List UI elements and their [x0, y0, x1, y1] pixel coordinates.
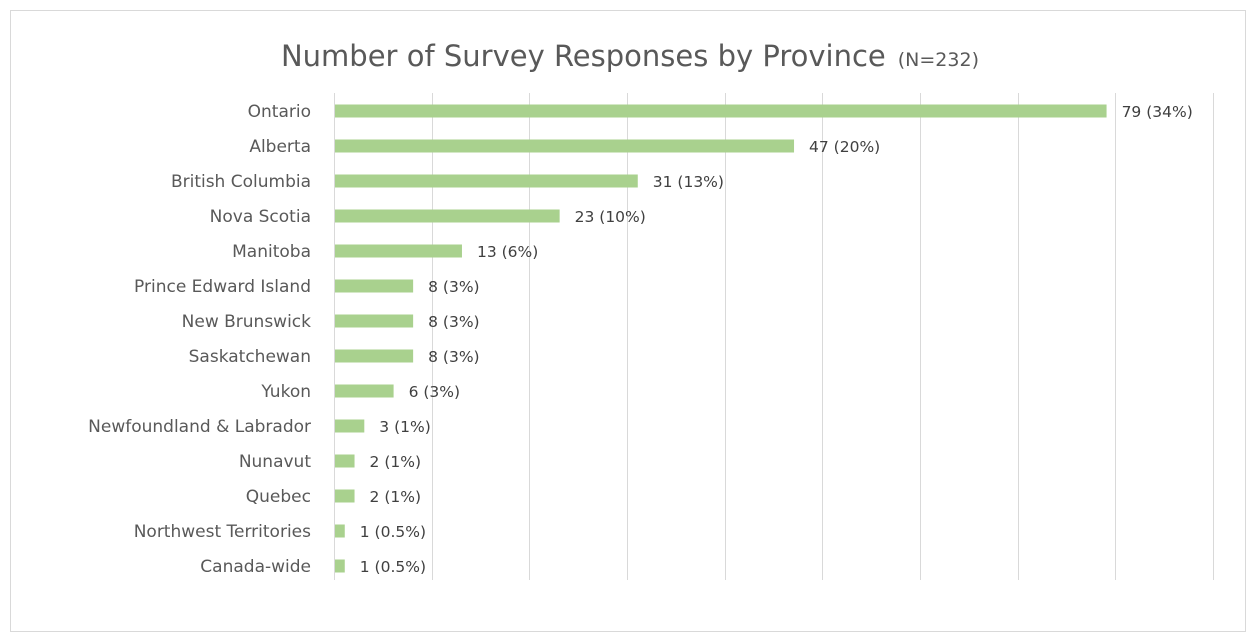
data-label: 6 (3%)	[409, 383, 460, 401]
category-labels: Ontario Alberta British Columbia Nova Scoti…	[88, 102, 311, 577]
data-label: 79 (34%)	[1122, 103, 1193, 121]
data-label: 3 (1%)	[379, 418, 430, 436]
bar	[335, 559, 345, 573]
data-label: 2 (1%)	[370, 488, 421, 506]
category-label: Prince Edward Island	[134, 277, 311, 297]
category-label: Canada-wide	[200, 557, 311, 577]
category-label: New Brunswick	[182, 312, 312, 332]
bar	[335, 279, 414, 293]
category-label: British Columbia	[171, 172, 311, 192]
chart-title: Number of Survey Responses by Province (N…	[281, 39, 979, 73]
bar	[335, 174, 638, 188]
bar	[335, 454, 355, 468]
data-label: 1 (0.5%)	[360, 558, 426, 576]
bar	[335, 139, 795, 153]
data-label: 31 (13%)	[653, 173, 724, 191]
gridlines	[334, 93, 1214, 580]
data-label: 8 (3%)	[428, 313, 479, 331]
bar	[335, 524, 345, 538]
category-label: Saskatchewan	[189, 347, 311, 367]
data-label: 8 (3%)	[428, 278, 479, 296]
data-label: 47 (20%)	[809, 138, 880, 156]
category-label: Nova Scotia	[210, 207, 311, 227]
data-label: 1 (0.5%)	[360, 523, 426, 541]
data-label: 13 (6%)	[477, 243, 538, 261]
bar	[335, 244, 462, 258]
bar	[335, 209, 560, 223]
bar	[335, 489, 355, 503]
bar	[335, 384, 394, 398]
chart-title-text: Number of Survey Responses by Province	[281, 39, 886, 73]
bar	[335, 419, 365, 433]
category-label: Newfoundland & Labrador	[88, 417, 311, 437]
bars	[335, 104, 1107, 573]
bar	[335, 314, 414, 328]
chart-subtitle: (N=232)	[898, 49, 979, 71]
category-label: Nunavut	[239, 452, 312, 472]
category-label: Ontario	[248, 102, 311, 122]
category-label: Quebec	[246, 487, 311, 507]
data-label: 2 (1%)	[370, 453, 421, 471]
bar	[335, 349, 414, 363]
data-label: 23 (10%)	[575, 208, 646, 226]
category-label: Alberta	[249, 137, 311, 157]
category-label: Northwest Territories	[134, 522, 311, 542]
bar	[335, 104, 1107, 118]
data-label: 8 (3%)	[428, 348, 479, 366]
data-labels: 79 (34%) 47 (20%) 31 (13%) 23 (10%) 13 (6%) 8…	[360, 103, 1193, 576]
category-label: Manitoba	[232, 242, 311, 262]
category-label: Yukon	[260, 382, 311, 402]
